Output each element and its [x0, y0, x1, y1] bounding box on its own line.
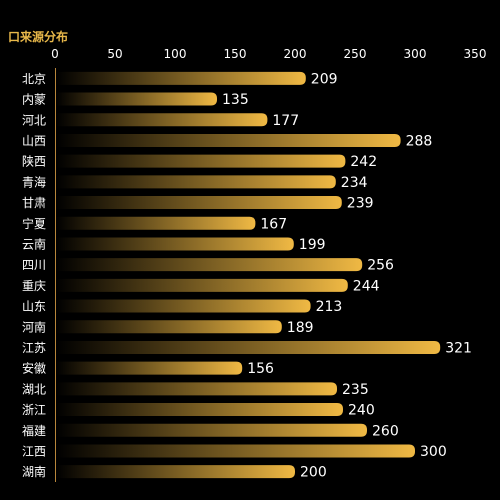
bar [56, 423, 367, 437]
data-label: 235 [342, 382, 369, 398]
bar [56, 320, 282, 334]
y-tick-label: 北京 [22, 72, 46, 86]
data-label: 177 [272, 113, 299, 129]
x-tick-label: 0 [51, 47, 59, 61]
bar [56, 175, 336, 189]
bar [56, 92, 217, 106]
bar [56, 340, 441, 354]
y-tick-label: 陕西 [22, 154, 46, 169]
x-tick-label: 350 [464, 47, 487, 61]
data-label: 234 [341, 175, 368, 191]
y-tick-label: 甘肃 [22, 196, 46, 210]
y-tick-label: 江西 [22, 444, 46, 458]
y-tick-label: 浙江 [22, 403, 46, 417]
bars [56, 71, 441, 479]
bar [56, 258, 363, 272]
bar [56, 444, 415, 458]
bar [56, 154, 346, 168]
y-tick-label: 云南 [22, 236, 46, 251]
data-label: 242 [350, 154, 377, 170]
bar [56, 237, 294, 251]
data-label: 240 [348, 403, 375, 419]
bar [56, 465, 295, 479]
bar [56, 113, 268, 127]
data-label: 189 [287, 320, 314, 336]
bar [56, 196, 342, 210]
bar [56, 299, 311, 313]
x-tick-label: 150 [224, 47, 247, 61]
data-label: 199 [299, 237, 326, 253]
x-tick-label: 250 [344, 47, 367, 61]
data-label: 300 [420, 444, 447, 460]
data-label: 321 [445, 340, 472, 356]
data-label: 213 [316, 299, 343, 315]
y-tick-label: 重庆 [22, 279, 46, 293]
y-tick-label: 山西 [22, 134, 46, 148]
y-tick-label: 山东 [22, 300, 46, 314]
bar [56, 133, 401, 147]
data-label: 244 [353, 278, 380, 294]
data-label: 167 [260, 216, 287, 232]
y-tick-label: 江苏 [22, 341, 46, 355]
bar [56, 403, 343, 417]
y-tick-label: 青海 [22, 174, 46, 189]
bar [56, 71, 306, 85]
x-tick-label: 300 [404, 47, 427, 61]
y-tick-label: 宁夏 [22, 216, 46, 231]
bar [56, 361, 243, 375]
bar [56, 382, 337, 396]
data-label: 256 [367, 258, 394, 274]
data-label: 288 [406, 133, 433, 149]
y-tick-label: 湖北 [22, 381, 46, 396]
bar [56, 216, 256, 230]
data-label: 135 [222, 92, 249, 108]
data-label: 156 [247, 361, 274, 377]
data-label: 260 [372, 423, 399, 439]
chart-title: 口来源分布 [8, 30, 69, 44]
data-label: 239 [347, 196, 374, 212]
y-tick-label: 河南 [22, 319, 46, 334]
y-tick-label: 内蒙 [22, 93, 46, 107]
data-label: 209 [311, 71, 338, 87]
y-tick-label: 四川 [22, 258, 46, 272]
x-tick-label: 100 [164, 47, 187, 61]
y-tick-label: 河北 [22, 113, 46, 127]
x-axis-ticks: 0 50 100 150 200 250 300 350 [51, 47, 486, 61]
x-tick-label: 200 [284, 47, 307, 61]
y-tick-label: 安徽 [22, 361, 46, 376]
y-tick-label: 湖南 [22, 464, 46, 479]
x-tick-label: 50 [107, 47, 122, 61]
y-tick-label: 福建 [22, 423, 46, 438]
bar [56, 278, 348, 292]
data-label: 200 [300, 465, 327, 481]
